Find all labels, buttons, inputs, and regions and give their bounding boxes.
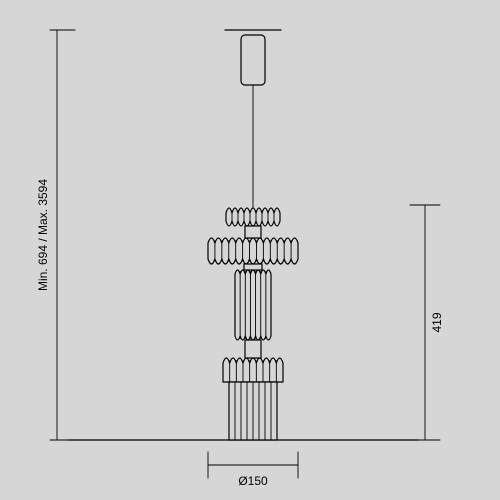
skirt [229,382,277,440]
label-diameter: Ø150 [238,474,268,488]
neck-1 [245,226,261,238]
neck-2 [244,264,262,270]
technical-drawing: Min. 694 / Max. 3594 419 Ø150 [0,0,500,500]
neck-3 [245,340,261,358]
dim-fixture-height: 419 [410,205,444,440]
pendant-lamp [208,35,298,440]
tier-2 [208,238,298,264]
tier-1 [226,208,280,226]
dim-diameter: Ø150 [208,452,298,488]
tier-3 [223,358,283,382]
canopy [241,35,265,85]
dim-height-total: Min. 694 / Max. 3594 [36,30,75,440]
column [235,270,271,340]
label-fixture-height: 419 [430,312,444,332]
label-height-total: Min. 694 / Max. 3594 [36,179,50,291]
